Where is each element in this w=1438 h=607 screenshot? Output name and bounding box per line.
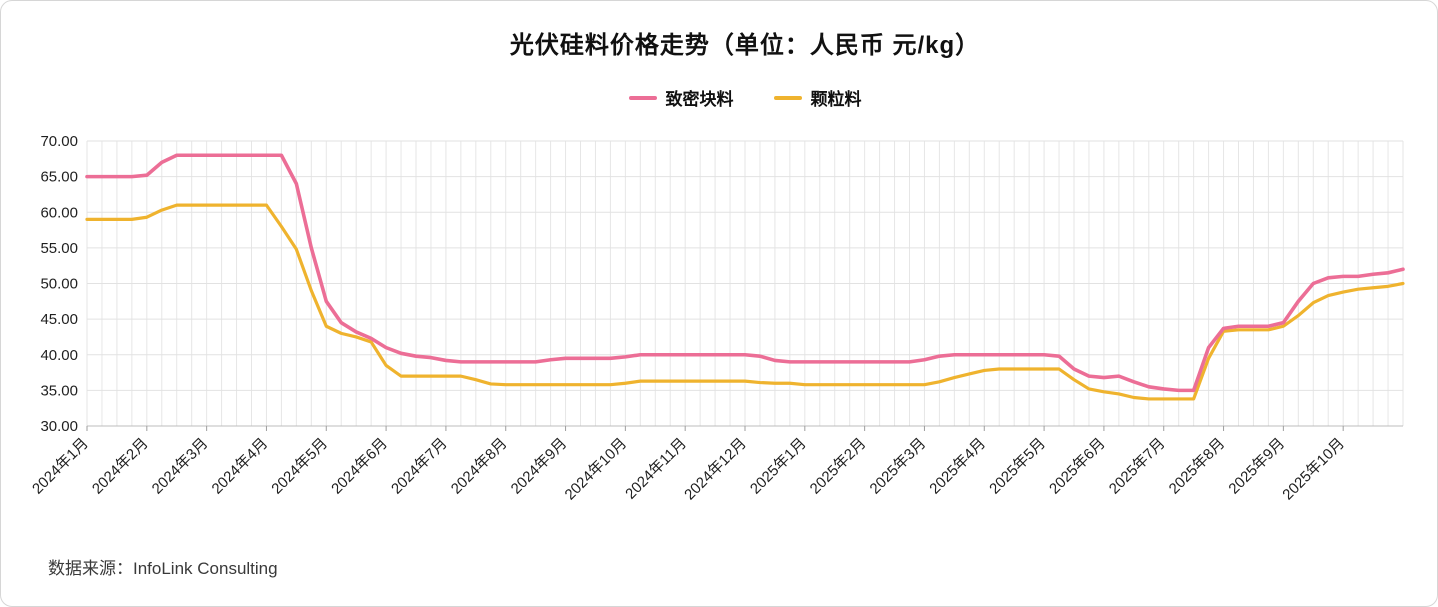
y-axis-tick-label: 70.00 xyxy=(40,133,78,150)
y-axis-tick-label: 45.00 xyxy=(40,311,78,328)
x-axis-tick-label: 2024年6月 xyxy=(328,435,391,498)
x-axis-tick-label: 2025年7月 xyxy=(1106,435,1169,498)
x-axis-tick-label: 2024年10月 xyxy=(562,435,631,504)
x-axis-tick-label: 2025年2月 xyxy=(807,435,870,498)
x-axis-tick-label: 2025年10月 xyxy=(1279,435,1348,504)
x-axis-tick-label: 2025年4月 xyxy=(926,435,989,498)
y-axis-tick-label: 30.00 xyxy=(40,418,78,435)
legend-label-dense-chunk: 致密块料 xyxy=(665,90,734,109)
x-axis-tick-label: 2024年12月 xyxy=(681,435,750,504)
x-axis-tick-label: 2024年2月 xyxy=(89,435,152,498)
x-axis-tick-label: 2025年9月 xyxy=(1225,435,1288,498)
dense-chunk-line-swatch-icon xyxy=(628,95,657,100)
x-axis-tick-label: 2025年5月 xyxy=(986,435,1049,498)
x-axis-tick-label: 2024年9月 xyxy=(508,435,571,498)
x-axis-tick-label: 2024年3月 xyxy=(149,435,212,498)
series-line-dense-chunk xyxy=(85,153,1405,393)
y-axis-tick-label: 65.00 xyxy=(40,169,78,186)
x-axis-tick-label: 2024年5月 xyxy=(268,435,331,498)
x-axis-tick-label: 2024年8月 xyxy=(448,435,511,498)
x-axis-tick-label: 2025年1月 xyxy=(747,435,810,498)
x-axis-tick-label: 2025年6月 xyxy=(1046,435,1109,498)
legend-item-dense-chunk[interactable]: 致密块料 xyxy=(628,85,734,110)
y-axis-tick-label: 55.00 xyxy=(40,240,78,257)
x-axis-tick-label: 2024年11月 xyxy=(622,435,690,503)
x-axis-tick-label: 2024年7月 xyxy=(388,435,451,498)
legend: 致密块料 颗粒料 xyxy=(87,85,1403,110)
y-axis-tick-label: 50.00 xyxy=(40,276,78,293)
data-source-note: 数据来源：InfoLink Consulting xyxy=(48,559,278,578)
legend-item-granular[interactable]: 颗粒料 xyxy=(773,85,862,110)
series-line-granular xyxy=(85,203,1405,401)
y-axis-tick-label: 40.00 xyxy=(40,347,78,364)
x-axis-tick-label: 2024年4月 xyxy=(209,435,272,498)
x-axis-tick-label: 2025年8月 xyxy=(1166,435,1229,498)
chart-title: 光伏硅料价格走势（单位：人民币 元/kg） xyxy=(509,32,981,59)
granular-line-swatch-icon xyxy=(773,95,802,100)
x-axis-tick-label: 2024年1月 xyxy=(29,435,92,498)
y-axis-tick-label: 60.00 xyxy=(40,204,78,221)
y-axis-tick-label: 35.00 xyxy=(40,382,78,399)
legend-label-granular: 颗粒料 xyxy=(810,90,862,109)
x-axis-tick-label: 2025年3月 xyxy=(867,435,930,498)
